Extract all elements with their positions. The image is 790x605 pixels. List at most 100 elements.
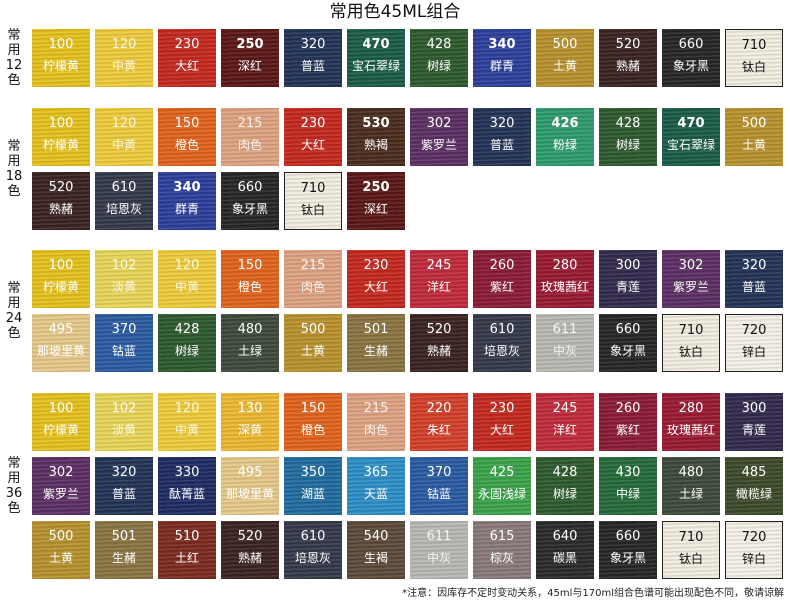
swatch-number: 710 — [678, 323, 704, 338]
color-swatch-428: 428 树绿 — [158, 314, 216, 372]
color-swatch-215: 215 肉色 — [347, 393, 405, 451]
swatch-name: 钛白 — [300, 203, 325, 217]
swatch-number: 220 — [426, 401, 452, 416]
swatch-name: 土黄 — [552, 59, 577, 73]
color-swatch-520: 520 熟赭 — [221, 521, 279, 579]
swatch-name: 群青 — [489, 59, 514, 73]
color-swatch-102: 102 淡黄 — [95, 250, 153, 308]
swatch-name: 树绿 — [615, 138, 640, 152]
color-swatch-660: 660 象牙黑 — [221, 172, 279, 230]
color-swatch-215: 215 肉色 — [284, 250, 342, 308]
swatch-number: 520 — [615, 37, 641, 52]
color-swatch-495: 495 那坡里黄 — [32, 314, 90, 372]
swatch-number: 230 — [489, 401, 515, 416]
color-swatch-330: 330 酞菁蓝 — [158, 457, 216, 515]
swatch-name: 钛白 — [741, 60, 766, 74]
swatch-number: 710 — [741, 38, 767, 53]
swatch-number: 320 — [741, 258, 767, 273]
color-swatch-280: 280 玫瑰茜红 — [536, 250, 594, 308]
color-swatch-720: 720 锌白 — [725, 314, 783, 372]
color-swatch-280: 280 玫瑰茜红 — [662, 393, 720, 451]
swatch-name: 树绿 — [552, 487, 577, 501]
swatch-name: 普蓝 — [300, 59, 325, 73]
swatch-name: 熟褐 — [363, 138, 388, 152]
swatch-name: 橄榄绿 — [735, 487, 772, 501]
swatch-number: 302 — [678, 258, 704, 273]
color-swatch-470: 470 宝石翠绿 — [347, 29, 405, 87]
swatch-name: 土黄 — [48, 551, 73, 565]
color-swatch-500: 500 土黄 — [284, 314, 342, 372]
swatch-number: 370 — [426, 465, 452, 480]
swatch-name: 紫罗兰 — [42, 487, 79, 501]
swatch-number: 470 — [677, 116, 705, 131]
color-swatch-102: 102 淡黄 — [95, 393, 153, 451]
swatch-name: 橙色 — [174, 138, 199, 152]
color-swatch-120: 120 中黄 — [95, 108, 153, 166]
swatch-number: 480 — [678, 465, 704, 480]
swatch-name: 棕灰 — [489, 551, 514, 565]
swatch-name: 柠檬黄 — [42, 138, 79, 152]
swatch-number: 660 — [678, 37, 704, 52]
color-swatch-220: 220 朱红 — [410, 393, 468, 451]
color-swatch-230: 230 大红 — [347, 250, 405, 308]
swatch-name: 湖蓝 — [300, 487, 325, 501]
swatch-number: 660 — [615, 529, 641, 544]
color-swatch-520: 520 熟赭 — [32, 172, 90, 230]
swatch-name: 朱红 — [426, 423, 451, 437]
swatch-name: 天蓝 — [363, 487, 388, 501]
swatch-number: 102 — [111, 258, 137, 273]
swatch-name: 土黄 — [741, 138, 766, 152]
swatch-number: 500 — [552, 37, 578, 52]
color-swatch-230: 230 大红 — [284, 108, 342, 166]
swatch-number: 510 — [174, 529, 200, 544]
swatch-number: 480 — [237, 322, 263, 337]
swatch-name: 熟赭 — [426, 344, 451, 358]
swatch-name: 宝石翠绿 — [666, 138, 715, 152]
swatch-number: 120 — [111, 37, 137, 52]
swatch-number: 430 — [615, 465, 641, 480]
color-swatch-250: 250 深红 — [347, 172, 405, 230]
swatch-name: 大红 — [489, 423, 514, 437]
swatch-number: 495 — [237, 465, 263, 480]
color-swatch-215: 215 肉色 — [221, 108, 279, 166]
swatch-name: 培恩灰 — [294, 551, 331, 565]
color-swatch-100: 100 柠檬黄 — [32, 393, 90, 451]
swatch-number: 640 — [552, 529, 578, 544]
swatch-number: 302 — [48, 465, 74, 480]
swatch-number: 120 — [111, 116, 137, 131]
color-swatch-260: 260 紫红 — [473, 250, 531, 308]
swatch-name: 象牙黑 — [609, 551, 646, 565]
swatch-name: 淡黄 — [111, 280, 136, 294]
swatch-number: 230 — [300, 116, 326, 131]
swatch-name: 大红 — [363, 280, 388, 294]
group-label: 常用18色 — [5, 139, 23, 199]
swatch-number: 320 — [489, 116, 515, 131]
page-title: 常用色45ML组合 — [329, 2, 461, 22]
swatch-name: 普蓝 — [741, 280, 766, 294]
color-swatch-500: 500 土黄 — [32, 521, 90, 579]
color-swatch-520: 520 熟赭 — [410, 314, 468, 372]
swatch-name: 酞菁蓝 — [168, 487, 205, 501]
swatch-number: 720 — [741, 530, 767, 545]
swatch-number: 425 — [489, 465, 515, 480]
swatch-name: 中灰 — [426, 551, 451, 565]
color-swatch-150: 150 橙色 — [158, 108, 216, 166]
swatch-name: 那坡里黄 — [225, 487, 274, 501]
color-swatch-510: 510 土红 — [158, 521, 216, 579]
color-swatch-610: 610 培恩灰 — [284, 521, 342, 579]
swatch-number: 426 — [551, 116, 579, 131]
color-swatch-370: 370 钴蓝 — [95, 314, 153, 372]
swatch-name: 橙色 — [300, 423, 325, 437]
swatch-name: 深红 — [363, 202, 388, 216]
color-swatch-660: 660 象牙黑 — [599, 314, 657, 372]
swatch-name: 中绿 — [615, 487, 640, 501]
swatch-name: 紫红 — [489, 280, 514, 294]
color-swatch-320: 320 普蓝 — [725, 250, 783, 308]
swatch-name: 中黄 — [111, 138, 136, 152]
color-swatch-340: 340 群青 — [158, 172, 216, 230]
swatch-name: 树绿 — [426, 59, 451, 73]
swatch-number: 215 — [237, 116, 263, 131]
swatch-name: 熟赭 — [48, 202, 73, 216]
swatch-number: 320 — [111, 465, 137, 480]
swatch-name: 土红 — [174, 551, 199, 565]
